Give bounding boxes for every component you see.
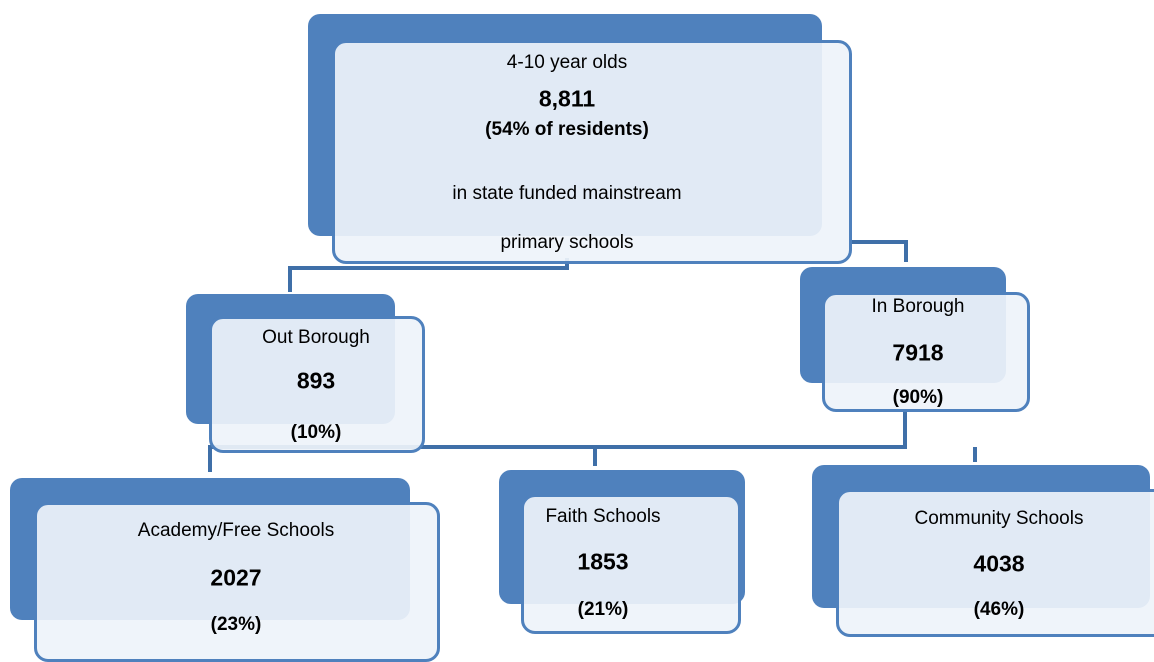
connector [208, 410, 907, 472]
node-value: 1853 [577, 548, 629, 575]
node-value: 7918 [892, 339, 944, 366]
node-share: (54% of residents) [485, 119, 649, 140]
node-label: In Borough [871, 296, 965, 317]
node-share: (23%) [210, 614, 262, 635]
node-value: 8,811 [538, 85, 596, 112]
node-box [34, 502, 440, 662]
node-box [822, 292, 1030, 412]
node-note: in state funded mainstream [452, 183, 682, 204]
connector [850, 240, 908, 262]
node-note: primary schools [500, 232, 634, 253]
node-label: Out Borough [262, 327, 370, 348]
node-box [332, 40, 852, 264]
node-share: (90%) [892, 387, 944, 408]
node-value: 2027 [210, 564, 262, 591]
node-share: (10%) [290, 422, 342, 443]
node-share: (46%) [973, 599, 1025, 620]
node-share: (21%) [577, 599, 629, 620]
node-label: Faith Schools [545, 506, 661, 527]
node-box [209, 316, 425, 453]
node-value: 4038 [973, 550, 1025, 577]
node-label: Community Schools [914, 508, 1084, 529]
node-label: Academy/Free Schools [137, 520, 335, 541]
node-box [836, 489, 1154, 637]
node-box [521, 494, 741, 634]
node-value: 893 [296, 367, 336, 394]
node-label: 4-10 year olds [506, 52, 628, 73]
